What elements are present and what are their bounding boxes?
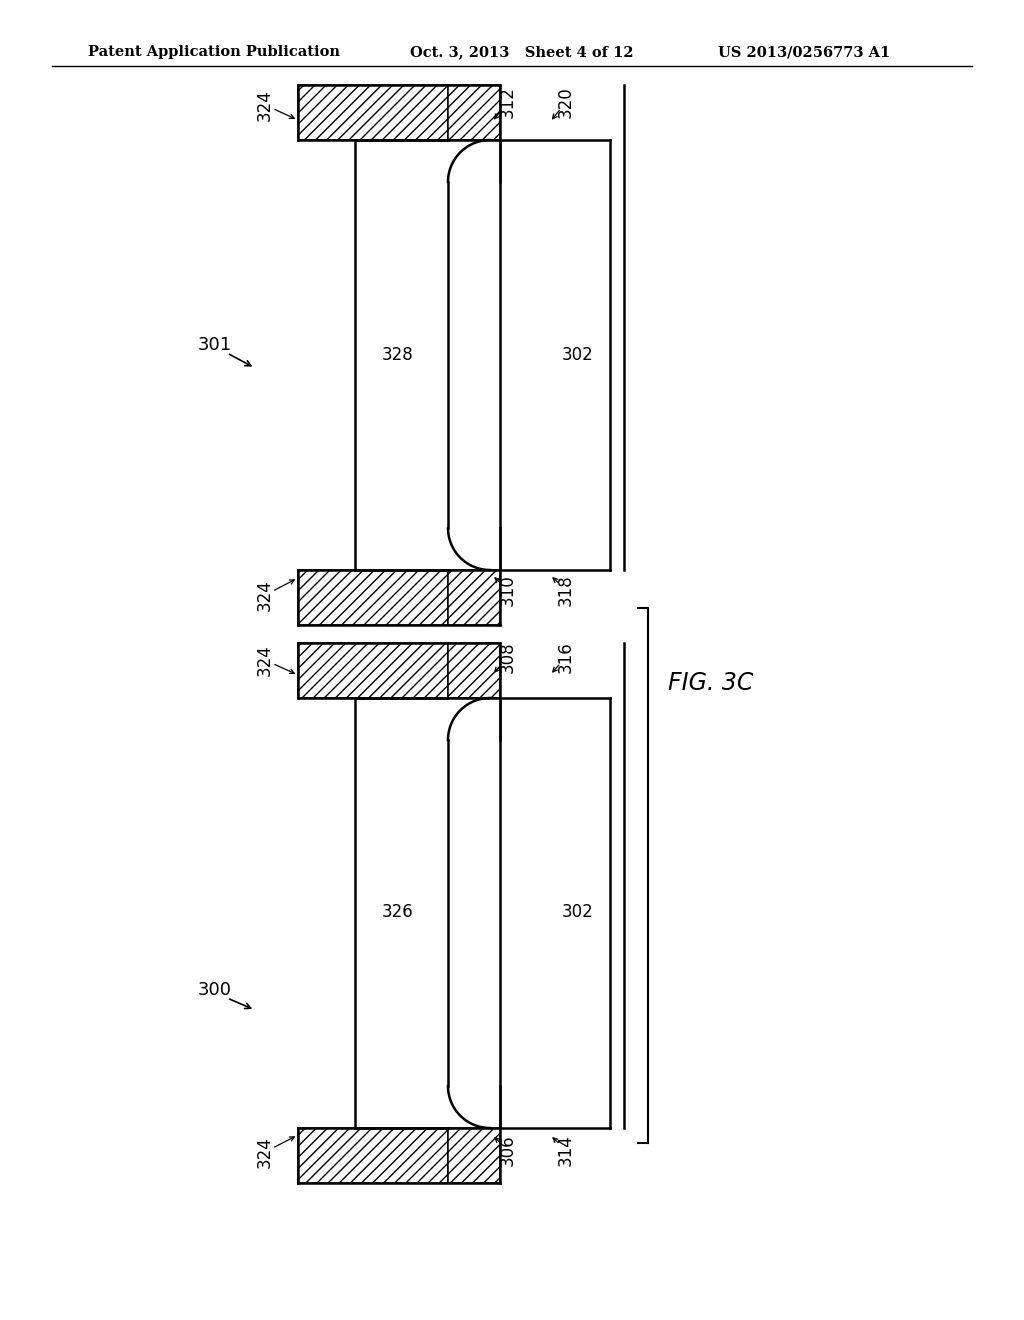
- Bar: [298, 84, 449, 140]
- Text: Oct. 3, 2013   Sheet 4 of 12: Oct. 3, 2013 Sheet 4 of 12: [410, 45, 634, 59]
- Text: 314: 314: [557, 1134, 575, 1166]
- Text: 316: 316: [557, 642, 575, 673]
- Text: 302: 302: [562, 903, 594, 921]
- Bar: [449, 570, 500, 624]
- Text: 324: 324: [256, 644, 274, 676]
- Text: 310: 310: [499, 574, 517, 606]
- Bar: [298, 643, 449, 698]
- Text: 324: 324: [256, 579, 274, 611]
- Text: 301: 301: [198, 337, 232, 354]
- Text: 300: 300: [198, 981, 232, 999]
- Text: 324: 324: [256, 1137, 274, 1168]
- Text: FIG. 3C: FIG. 3C: [668, 671, 754, 696]
- Bar: [449, 84, 500, 140]
- Bar: [298, 1129, 449, 1183]
- Bar: [449, 1129, 500, 1183]
- Text: 306: 306: [499, 1134, 517, 1166]
- Text: 326: 326: [382, 903, 414, 921]
- Text: 318: 318: [557, 574, 575, 606]
- Text: 324: 324: [256, 90, 274, 121]
- Text: 302: 302: [562, 346, 594, 364]
- Text: Patent Application Publication: Patent Application Publication: [88, 45, 340, 59]
- Bar: [298, 570, 449, 624]
- Text: 312: 312: [499, 86, 517, 117]
- Text: 308: 308: [499, 642, 517, 673]
- Text: 320: 320: [557, 86, 575, 117]
- Text: 328: 328: [382, 346, 414, 364]
- Text: US 2013/0256773 A1: US 2013/0256773 A1: [718, 45, 890, 59]
- Bar: [449, 643, 500, 698]
